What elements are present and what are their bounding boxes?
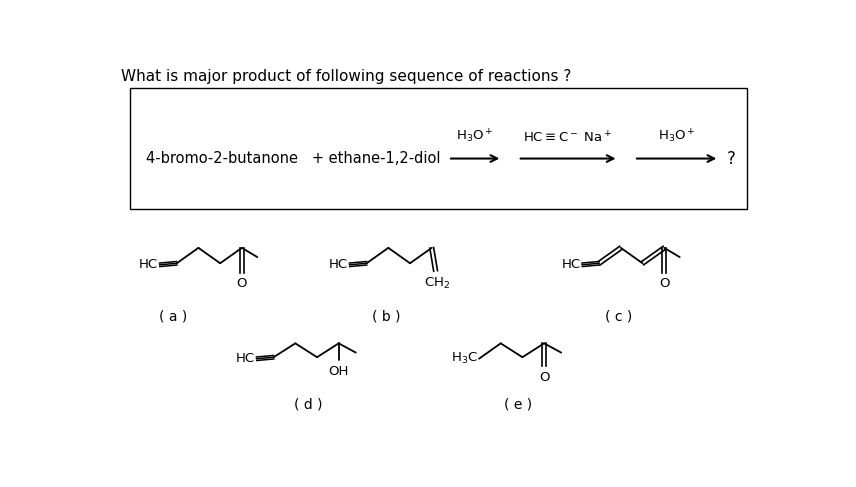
Text: ( e ): ( e ) [503,398,532,412]
Text: ( d ): ( d ) [294,398,323,412]
Text: $\mathrm{CH_2}$: $\mathrm{CH_2}$ [424,276,450,291]
Text: What is major product of following sequence of reactions ?: What is major product of following seque… [121,69,571,84]
Text: HC: HC [562,258,580,271]
Text: $\mathrm{H_3C}$: $\mathrm{H_3C}$ [450,351,478,366]
Text: HC$\equiv$C$^-$ Na$^+$: HC$\equiv$C$^-$ Na$^+$ [523,130,613,146]
Text: ( b ): ( b ) [372,309,401,323]
Text: HC: HC [139,258,158,271]
Text: $\mathrm{H_3O^+}$: $\mathrm{H_3O^+}$ [658,128,695,146]
Text: $\mathrm{H_3O^+}$: $\mathrm{H_3O^+}$ [456,128,494,146]
Text: ?: ? [727,150,736,168]
Text: 4-bromo-2-butanone   + ethane-1,2-diol: 4-bromo-2-butanone + ethane-1,2-diol [146,151,440,166]
Text: HC: HC [236,352,255,365]
Text: ( a ): ( a ) [158,309,187,323]
Text: O: O [236,277,247,290]
Text: O: O [538,371,550,384]
Text: O: O [659,277,669,290]
Bar [130,88,747,208]
Text: HC: HC [329,258,348,271]
Text: ( c ): ( c ) [605,309,632,323]
Text: OH: OH [329,365,349,378]
